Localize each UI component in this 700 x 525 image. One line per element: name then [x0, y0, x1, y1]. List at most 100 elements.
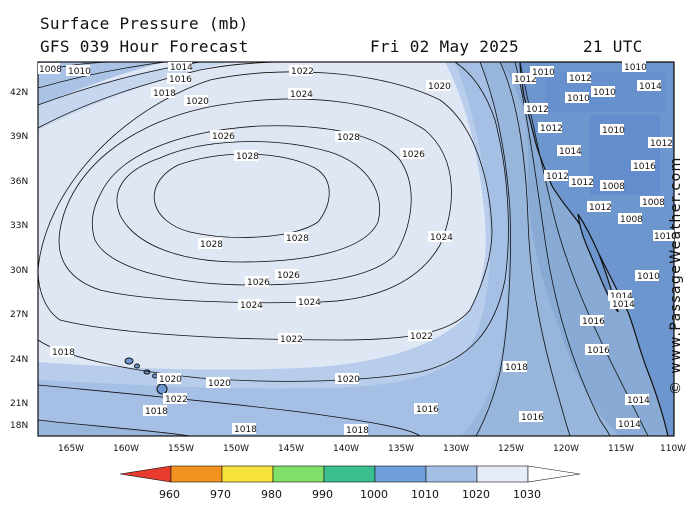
contour-label: 1024 [238, 299, 263, 311]
contour-label: 1018 [143, 405, 168, 417]
svg-text:1012: 1012 [650, 139, 673, 149]
contour-label: 1022 [278, 333, 303, 345]
contour-label: 1016 [414, 403, 439, 415]
isobar-1020-north [38, 62, 291, 129]
svg-text:1024: 1024 [430, 233, 453, 243]
lon-label: 155W [168, 444, 194, 454]
isobar-1028 [116, 141, 381, 263]
contour-label: 1026 [275, 269, 300, 281]
contour-label: 1018 [344, 424, 369, 436]
svg-text:1012: 1012 [540, 124, 563, 134]
lat-label: 33N [10, 221, 28, 231]
lat-label: 42N [10, 88, 28, 98]
svg-text:1020: 1020 [337, 375, 360, 385]
colorbar-label: 1030 [513, 488, 541, 501]
svg-text:1022: 1022 [280, 335, 303, 345]
lon-label: 145W [278, 444, 304, 454]
map-frame [37, 61, 675, 437]
contour-label: 1008 [38, 63, 62, 75]
svg-text:1014: 1014 [627, 396, 650, 406]
contour-label: 1014 [557, 145, 582, 157]
contour-label: 1014 [610, 298, 635, 310]
lon-label: 165W [58, 444, 84, 454]
isobar-1018-east [475, 62, 511, 436]
contour-label: 1028 [198, 238, 223, 250]
svg-text:1014: 1014 [610, 292, 633, 302]
svg-text:1016: 1016 [521, 413, 544, 423]
contour-label: 1022 [408, 330, 433, 342]
lat-label: 30N [10, 266, 28, 276]
contour-label: 1014 [625, 394, 650, 406]
map-title: Surface Pressure (mb) [40, 14, 249, 33]
contour-label: 1014 [168, 62, 193, 73]
lat-label: 18N [10, 421, 28, 431]
svg-text:1016: 1016 [169, 75, 192, 85]
contour-label: 1016 [631, 160, 656, 172]
colorbar-label: 970 [210, 488, 231, 501]
svg-text:1014: 1014 [612, 300, 635, 310]
colorbar-left-arrow [119, 465, 172, 483]
contour-label: 1008 [618, 213, 643, 225]
contour-label: 1014 [637, 80, 662, 92]
svg-text:1026: 1026 [402, 150, 425, 160]
contour-label: 1022 [163, 393, 188, 405]
svg-text:1010: 1010 [654, 232, 677, 242]
lon-label: 160W [113, 444, 139, 454]
contour-label: 1010 [653, 230, 677, 242]
svg-text:1010: 1010 [637, 272, 660, 282]
contour-label: 1010 [591, 86, 616, 98]
contour-label: 1012 [587, 201, 612, 213]
contour-label: 1010 [635, 270, 660, 282]
colorbar-segment [272, 465, 325, 483]
land-baja [577, 213, 619, 313]
svg-text:1008: 1008 [39, 65, 62, 75]
contour-label: 1028 [234, 150, 259, 162]
contour-label: 1018 [50, 346, 75, 358]
colorbar-label: 960 [159, 488, 180, 501]
contour-label: 1014 [616, 418, 641, 430]
isobar-1028-inner [153, 153, 330, 238]
isobar-1022 [38, 71, 493, 341]
band-1022 [38, 62, 486, 370]
lon-label: 125W [498, 444, 524, 454]
contour-label: 1012 [567, 72, 592, 84]
lon-label: 150W [223, 444, 249, 454]
colorbar-label: 1020 [462, 488, 490, 501]
contour-label: 1012 [512, 73, 537, 85]
contour-label: 1024 [428, 231, 453, 243]
lat-label: 24N [10, 355, 28, 365]
svg-text:1026: 1026 [277, 271, 300, 281]
contour-label: 1020 [206, 377, 231, 389]
colorbar-label: 980 [261, 488, 282, 501]
svg-text:1016: 1016 [633, 162, 656, 172]
svg-text:1020: 1020 [159, 375, 182, 385]
lon-label: 115W [608, 444, 634, 454]
lat-label: 21N [10, 399, 28, 409]
isobar-1016-sw [38, 419, 191, 436]
svg-text:1008: 1008 [642, 198, 665, 208]
contour-label: 1024 [288, 88, 313, 100]
contour-label: 1028 [284, 232, 309, 244]
contour-label: 1016 [167, 73, 192, 85]
isobar-1014 [514, 62, 611, 436]
lat-label: 39N [10, 132, 28, 142]
contour-label: 1008 [600, 180, 625, 192]
colorbar-segment [374, 465, 427, 483]
lon-label: 135W [388, 444, 414, 454]
isobar-1018 [38, 384, 421, 436]
svg-text:1026: 1026 [212, 132, 235, 142]
contour-label: 1010 [622, 61, 647, 73]
pressure-colorbar: 960 970 980 990 1000 1010 1020 1030 [119, 465, 581, 501]
forecast-subtitle: GFS 039 Hour Forecast [40, 37, 249, 56]
colorbar-label: 1010 [411, 488, 439, 501]
forecast-date: Fri 02 May 2025 [370, 37, 519, 56]
lat-label: 27N [10, 310, 28, 320]
svg-text:1024: 1024 [298, 298, 321, 308]
hawaii-islands [124, 357, 168, 395]
contour-label: 1010 [530, 66, 555, 78]
colorbar-segment [170, 465, 223, 483]
latitude-labels: 42N 39N 36N 33N 30N 27N 24N 21N 18N [10, 88, 28, 431]
contour-label: 1012 [524, 103, 549, 115]
svg-text:1018: 1018 [505, 363, 528, 373]
contour-label: 1010 [565, 92, 590, 104]
